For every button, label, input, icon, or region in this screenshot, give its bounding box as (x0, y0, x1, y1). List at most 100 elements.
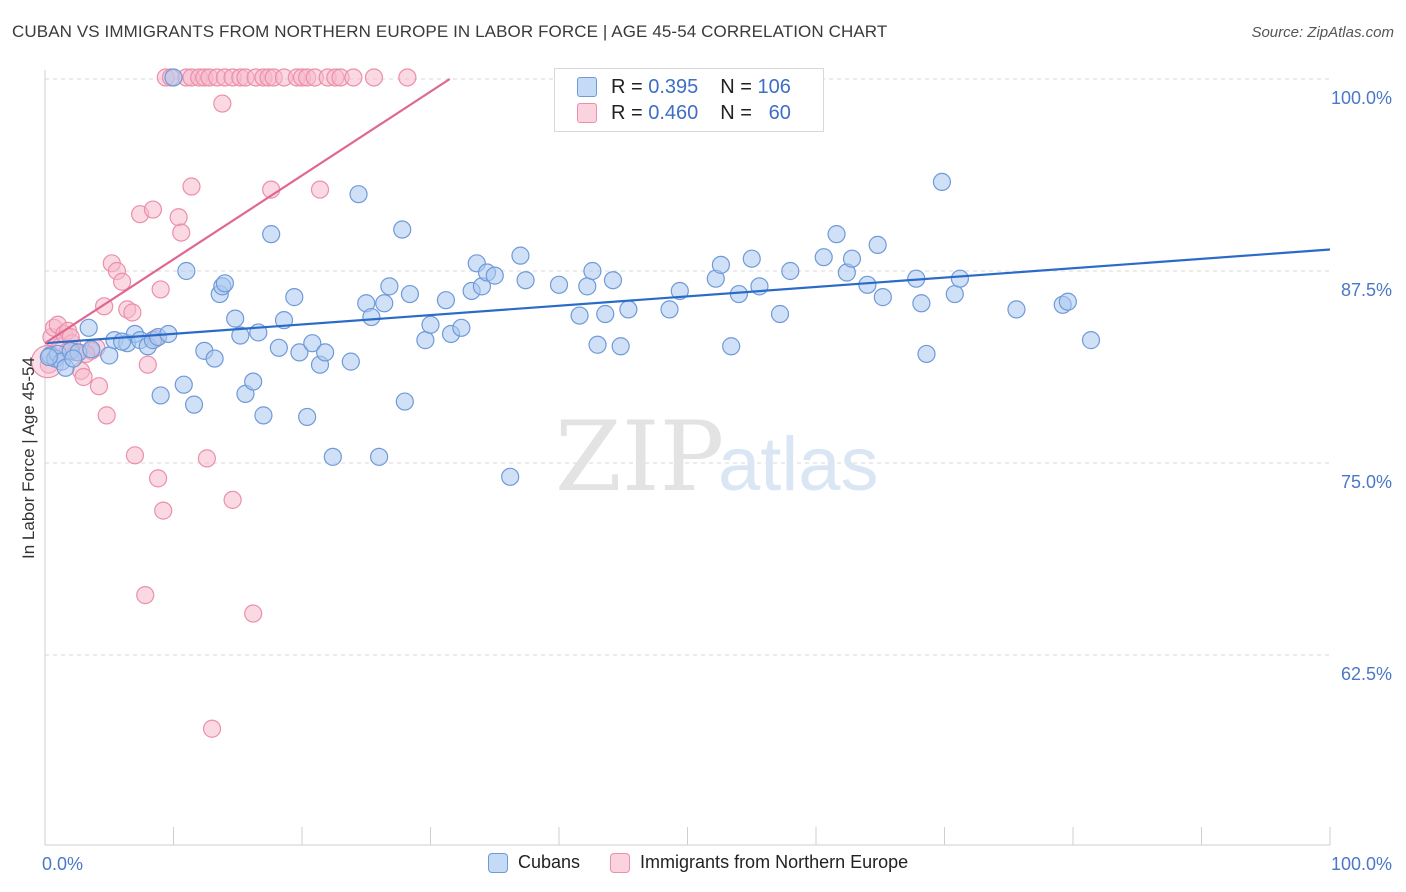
cubans-point (64, 349, 83, 368)
cubans-point (380, 277, 399, 296)
cubans-point (950, 269, 970, 288)
y-tick-label: 75.0% (1341, 472, 1392, 492)
y-tick-label: 100.0% (1331, 88, 1392, 108)
northern-europe-point (143, 200, 163, 219)
cubans-point (370, 447, 389, 466)
grid-lines (45, 78, 1330, 656)
cubans-point (858, 275, 877, 294)
northern-europe-trend-line (44, 78, 451, 345)
cubans-point (596, 304, 615, 324)
northern-europe-point (89, 377, 109, 396)
cubans-point (400, 284, 420, 304)
cubans-point (79, 318, 98, 337)
cubans-point (670, 281, 689, 301)
cubans-point (827, 225, 846, 244)
legend-item-northern-europe: Immigrants from Northern Europe (610, 852, 908, 873)
cubans-point (516, 271, 535, 290)
cubans-trend-line (44, 248, 1331, 345)
cubans-point (570, 306, 589, 325)
cubans-point (814, 248, 833, 267)
legend-r-value: 0.460 (648, 101, 699, 124)
trend-lines (44, 78, 1331, 345)
legend-label-cubans: Cubans (518, 852, 581, 872)
legend-row-cubans: R = 0.395 N = 106 (577, 75, 791, 99)
cubans-point (549, 275, 569, 294)
series-cubans-points (39, 68, 1101, 486)
northern-europe-point (223, 490, 242, 509)
watermark: ZIP atlas (555, 401, 879, 513)
legend-n-label: N = (720, 75, 752, 98)
cubans-point (452, 318, 471, 337)
cubans-point (842, 249, 862, 268)
northern-europe-point (202, 719, 222, 738)
cubans-point (436, 291, 456, 310)
cubans-point (316, 343, 335, 362)
cubans-point (269, 338, 288, 357)
cubans-point (1007, 300, 1026, 319)
y-tick-label: 62.5% (1341, 664, 1392, 684)
northern-europe-point (154, 501, 173, 520)
northern-europe-point (310, 180, 330, 199)
x-tick-label-max: 100.0% (1331, 854, 1392, 874)
northern-europe-point (182, 177, 201, 196)
cubans-point (945, 284, 964, 304)
cubans-point (868, 235, 887, 254)
legend-swatch-cubans (577, 77, 597, 97)
axes (44, 70, 1331, 846)
legend-r-label: R = (611, 101, 643, 124)
cubans-point (742, 249, 761, 268)
northern-europe-point (244, 604, 263, 623)
legend-r-value: 0.395 (648, 75, 699, 98)
cubans-point (393, 220, 412, 239)
northern-europe-point (74, 367, 93, 387)
legend-item-cubans: Cubans (488, 852, 580, 873)
cubans-point (303, 334, 322, 353)
cubans-point (323, 447, 342, 466)
cubans-point (619, 300, 638, 319)
cubans-point (285, 288, 304, 307)
cubans-point (298, 407, 317, 427)
cubans-point (912, 294, 931, 313)
cubans-point (395, 392, 414, 411)
cubans-point (485, 266, 504, 285)
northern-europe-point (125, 446, 145, 465)
tick-labels: 100.0% 87.5% 75.0% 62.5% 0.0% 100.0% (42, 88, 1392, 874)
chart-source: Source: ZipAtlas.com (1251, 24, 1394, 41)
cubans-point (184, 395, 204, 414)
northern-europe-point (364, 68, 384, 87)
cubans-point (873, 288, 892, 307)
cubans-point (226, 309, 245, 328)
legend-label-northern-europe: Immigrants from Northern Europe (640, 852, 909, 872)
cubans-point (151, 386, 170, 405)
cubans-point (501, 467, 520, 486)
series-northern-europe-points (30, 68, 417, 738)
series-legend: Cubans Immigrants from Northern Europe (488, 852, 938, 873)
cubans-point (112, 332, 132, 351)
cubans-point (917, 344, 936, 364)
legend-row-northern-europe: R = 0.460 N = 60 (577, 101, 791, 125)
cubans-point (421, 315, 440, 334)
northern-europe-point (197, 449, 217, 468)
cubans-point (781, 261, 800, 281)
stats-legend: R = 0.395 N = 106 R = 0.460 N = 60 (554, 68, 824, 132)
cubans-point (770, 304, 790, 324)
cubans-point (82, 340, 101, 359)
cubans-point (578, 277, 597, 296)
northern-europe-point (398, 68, 417, 87)
cubans-point (244, 372, 263, 391)
watermark-atlas: atlas (718, 422, 879, 507)
y-tick-label: 87.5% (1341, 280, 1392, 300)
watermark-zip: ZIP (555, 401, 724, 513)
northern-europe-point (344, 68, 363, 87)
cubans-point (349, 185, 368, 204)
cubans-point (603, 271, 623, 290)
legend-swatch-cubans (488, 852, 508, 873)
northern-europe-point (172, 223, 191, 242)
cubans-point (215, 274, 234, 293)
cubans-point (164, 68, 183, 87)
cubans-point (341, 352, 360, 371)
northern-europe-point (169, 208, 188, 227)
northern-europe-point (123, 303, 142, 322)
chart-title: CUBAN VS IMMIGRANTS FROM NORTHERN EUROPE… (12, 22, 888, 41)
legend-n-value: 106 (757, 75, 791, 98)
